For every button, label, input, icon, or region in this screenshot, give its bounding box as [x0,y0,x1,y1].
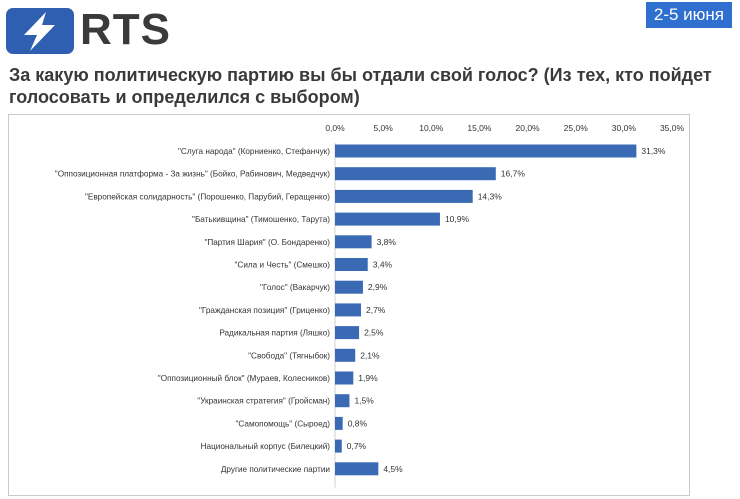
bar [335,348,356,362]
logo-text: RTS [80,5,171,54]
bar [335,326,360,340]
category-label: "Слуга народа" (Корниенко, Стефанчук) [178,147,330,156]
category-label: "Оппозиционный блок" (Мураев, Колесников… [158,374,330,383]
category-label: "Украинская стратегия" (Гройсман) [197,397,330,406]
category-label: "Оппозиционная платформа - За жизнь" (Бо… [55,170,330,179]
value-label: 4,5% [383,464,403,474]
value-label: 3,4% [373,260,393,270]
bar [335,258,368,271]
survey-question: За какую политическую партию вы бы отдал… [9,65,712,107]
value-label: 0,8% [348,418,368,428]
value-label: 14,3% [478,191,503,201]
category-label: Радикальная партия (Ляшко) [219,329,330,338]
value-label: 1,5% [354,396,374,406]
bar [335,394,350,408]
x-tick-label: 15,0% [467,123,492,133]
bar [335,371,354,385]
value-label: 2,9% [368,282,388,292]
bar [335,189,473,203]
value-label: 0,7% [347,441,367,451]
value-label: 3,8% [377,237,397,247]
x-tick-label: 30,0% [612,123,637,133]
lightning-icon [24,12,55,51]
category-label: "Самопомощь" (Сыроед) [235,419,330,428]
category-label: "Партия Шария" (О. Бондаренко) [204,238,330,247]
bar [335,280,363,294]
x-tick-label: 35,0% [660,123,685,133]
bar [335,303,361,317]
bar-chart: 0,0% 5,0% 10,0% 15,0% 20,0% 25,0% 30,0% 35,0% "С… [55,123,685,488]
category-label: Другие политические партии [221,465,330,474]
value-label: 2,7% [366,305,386,315]
value-label: 1,9% [358,373,378,383]
category-label: "Голос" (Вакарчук) [260,283,330,292]
rts-logo-mark [6,8,74,54]
chart-frame: 0,0% 5,0% 10,0% 15,0% 20,0% 25,0% 30,0% 35,0% "С… [8,114,690,496]
bar [335,212,440,226]
x-tick-label: 10,0% [419,123,444,133]
category-label: "Сила и Честь" (Смешко) [235,261,331,270]
x-tick-label: 5,0% [373,123,393,133]
category-label: "Батькивщина" (Тимошенко, Тарута) [192,215,330,224]
category-label: "Свобода" (Тягныбок) [248,351,330,360]
bar [335,144,637,158]
bar [335,235,372,249]
x-tick-label: 20,0% [516,123,541,133]
value-label: 16,7% [501,169,526,179]
bar [335,167,496,181]
value-label: 31,3% [641,146,666,156]
category-label: "Гражданская позиция" (Гриценко) [199,306,330,315]
value-label: 10,9% [445,214,470,224]
value-label: 2,5% [364,328,384,338]
category-label: "Европейская солидарность" (Порошенко, П… [85,192,330,201]
bar [335,416,343,430]
date-badge: 2-5 июня [645,2,732,28]
bar [335,439,342,453]
value-label: 2,1% [360,350,380,360]
category-label: Национальный корпус (Билецкий) [201,442,331,451]
x-tick-label: 0,0% [325,123,345,133]
x-tick-label: 25,0% [564,123,589,133]
bar [335,462,379,476]
